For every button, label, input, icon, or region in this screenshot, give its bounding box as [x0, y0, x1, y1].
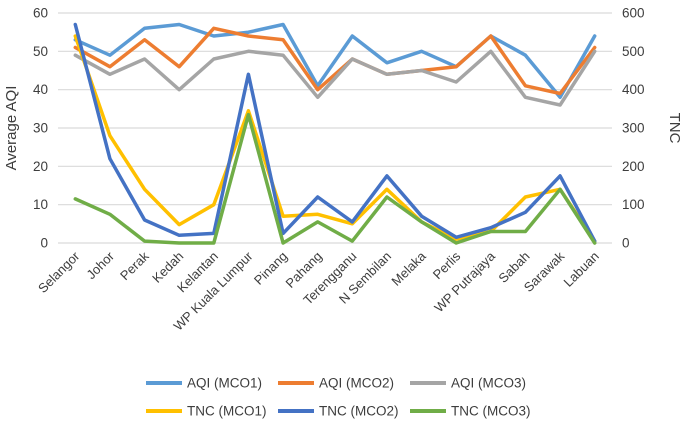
x-axis-category-label: Selangor: [35, 248, 83, 296]
legend-label-tnc-mco2: TNC (MCO2): [319, 404, 399, 419]
y-right-tick-label: 0: [622, 236, 630, 251]
x-axis-category-label: Melaka: [388, 248, 429, 289]
series-line-tnc-mco2: [73, 22, 597, 243]
y-left-tick-label: 40: [33, 82, 48, 97]
series-line-aqi-mco3: [73, 49, 597, 107]
x-axis-category-label: WP Putrajaya: [431, 248, 498, 315]
y-left-tick-label: 20: [33, 159, 48, 174]
series-line-tnc-mco3: [73, 112, 597, 245]
series-line-tnc-mco1: [73, 34, 597, 243]
y-right-tick-label: 400: [622, 82, 645, 97]
legend-label-aqi-mco3: AQI (MCO3): [451, 376, 526, 391]
y-right-tick-label: 200: [622, 159, 645, 174]
legend-label-aqi-mco2: AQI (MCO2): [319, 376, 394, 391]
right-axis-title: TNC: [666, 113, 683, 144]
y-left-tick-label: 30: [33, 121, 48, 136]
y-left-tick-label: 60: [33, 6, 48, 21]
y-right-tick-label: 100: [622, 197, 645, 212]
legend-label-tnc-mco1: TNC (MCO1): [187, 404, 267, 419]
y-left-tick-label: 50: [33, 44, 48, 59]
legend-label-aqi-mco1: AQI (MCO1): [187, 376, 262, 391]
x-axis-category-label: Perak: [117, 248, 152, 283]
y-right-tick-label: 300: [622, 121, 645, 136]
series-line-aqi-mco2: [73, 26, 597, 96]
series-line-aqi-mco1: [73, 22, 597, 100]
y-left-tick-label: 0: [40, 236, 48, 251]
left-axis-title: Average AQI: [3, 86, 20, 171]
legend-label-tnc-mco3: TNC (MCO3): [451, 404, 531, 419]
y-right-tick-label: 600: [622, 6, 645, 21]
y-left-tick-label: 10: [33, 197, 48, 212]
x-axis-category-label: Labuan: [561, 249, 602, 290]
y-right-tick-label: 500: [622, 44, 645, 59]
x-axis-category-label: Johor: [83, 248, 117, 282]
